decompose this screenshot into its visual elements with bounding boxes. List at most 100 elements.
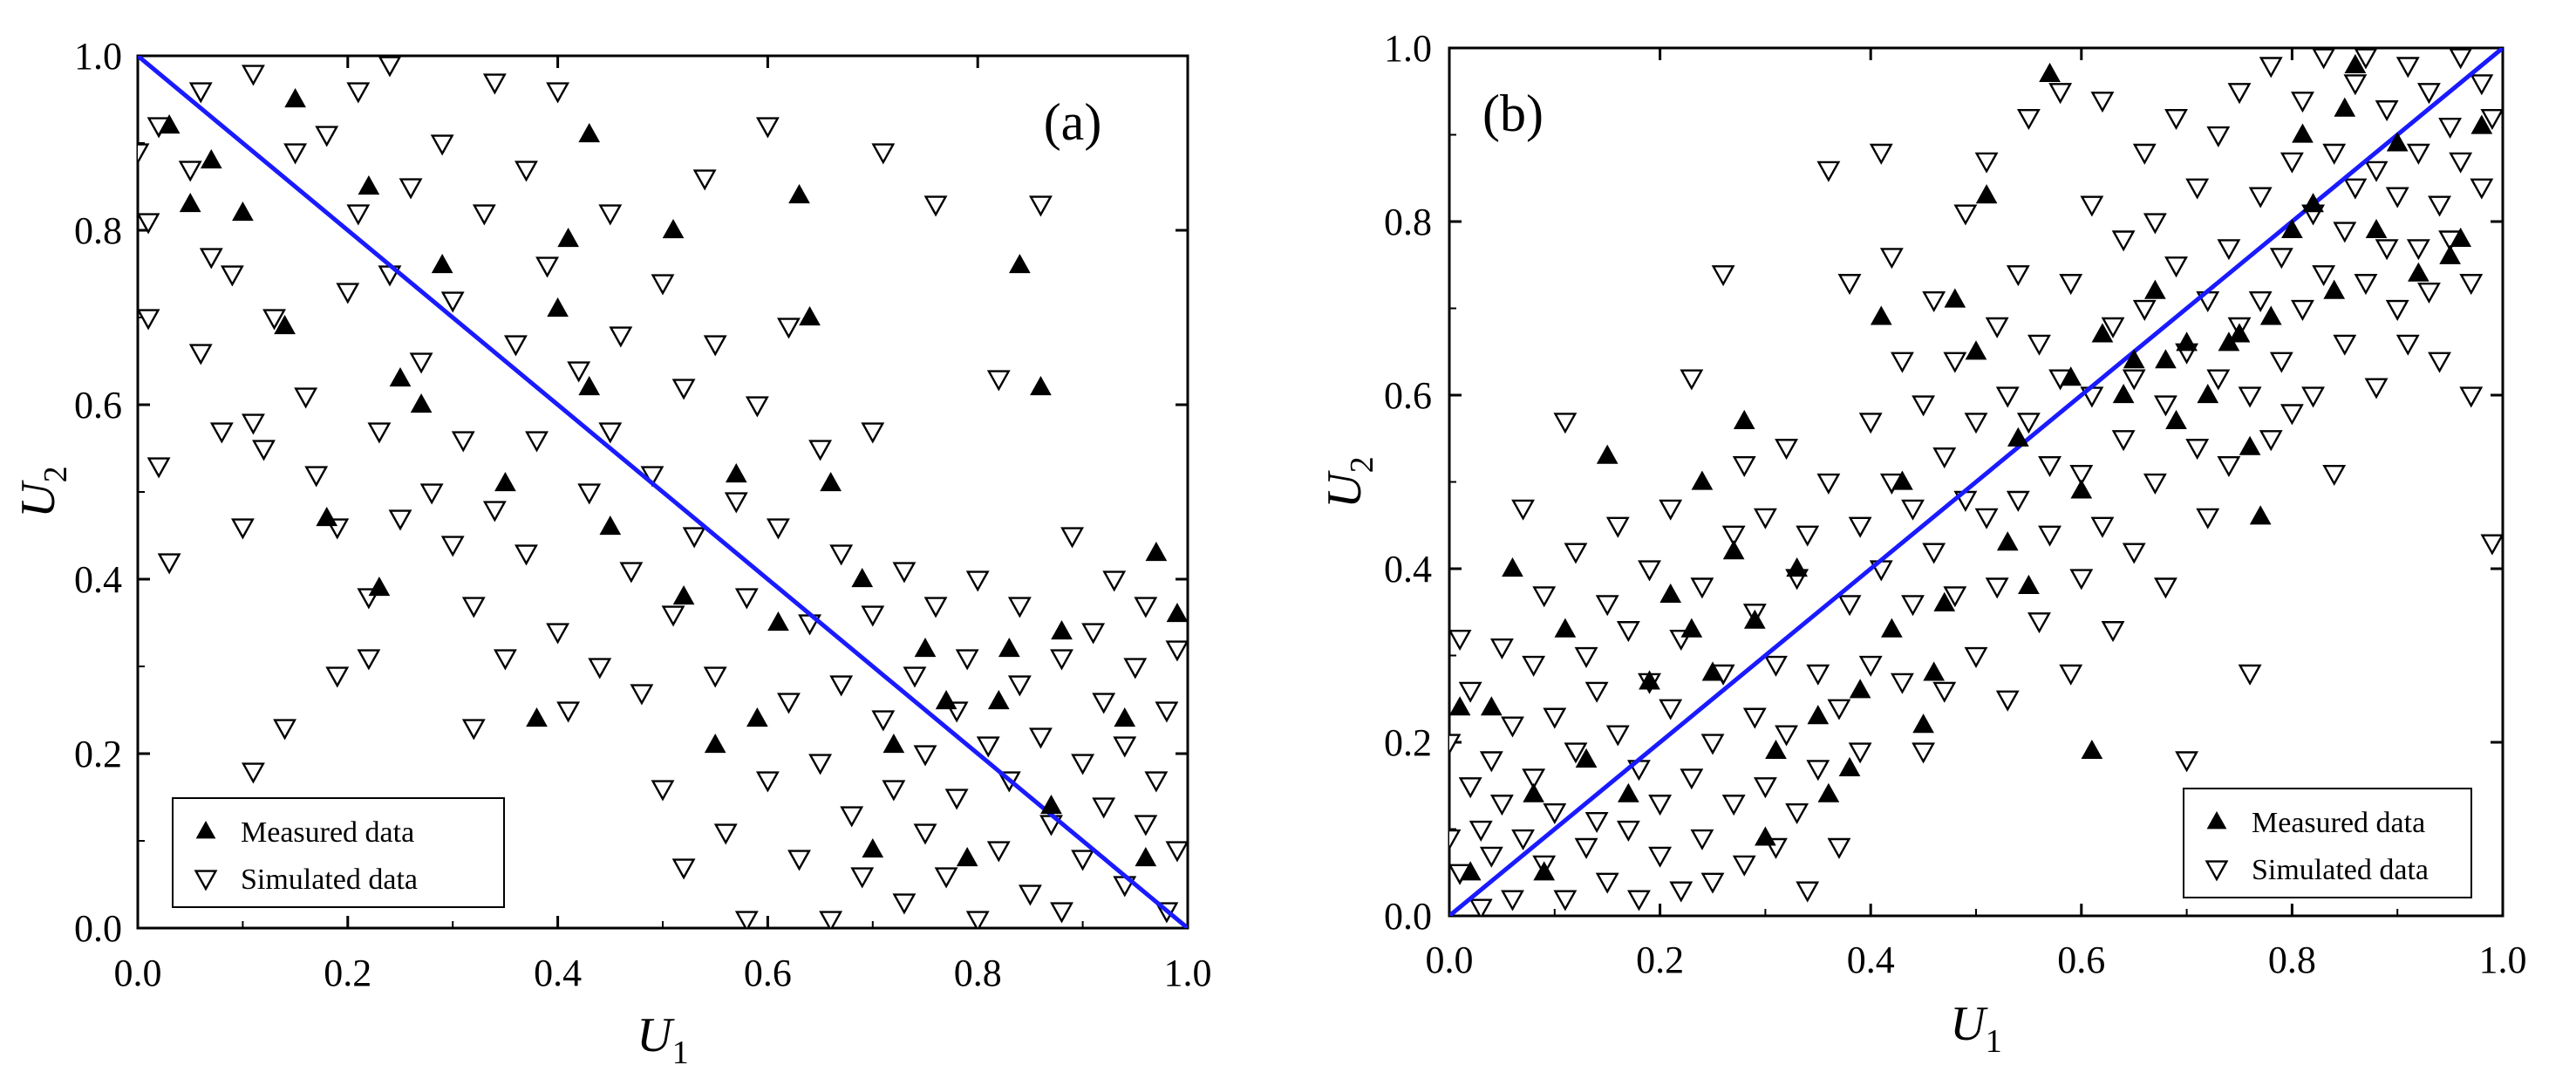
measured-point: [1691, 470, 1714, 490]
measured-point: [2323, 279, 2346, 299]
simulated-point: [640, 466, 664, 488]
simulated-point: [2343, 74, 2368, 96]
simulated-point: [619, 562, 644, 584]
measured-point: [2123, 349, 2145, 369]
simulated-point: [2153, 577, 2177, 599]
simulated-point: [1479, 846, 1503, 868]
simulated-point: [2428, 195, 2451, 217]
measured-point: [1923, 661, 1946, 681]
legend-measured-label: Measured data: [2252, 807, 2425, 839]
simulated-point: [2153, 395, 2177, 417]
simulated-point: [315, 126, 339, 147]
simulated-point: [986, 370, 1011, 392]
simulated-point: [1165, 841, 1188, 863]
simulated-point: [188, 344, 213, 365]
legend-box: [2183, 788, 2472, 898]
simulated-point: [892, 562, 917, 584]
simulated-point: [2385, 187, 2409, 208]
simulated-point: [692, 169, 717, 191]
simulated-point: [2111, 430, 2136, 452]
simulated-point: [178, 160, 202, 182]
simulated-point: [1848, 742, 1872, 764]
simulated-point: [1469, 820, 1493, 842]
simulated-point: [1584, 681, 1609, 703]
measured-point: [788, 184, 810, 204]
simulated-point: [1564, 543, 1588, 564]
simulated-point: [157, 553, 181, 575]
measured-point: [987, 690, 1010, 710]
simulated-point: [241, 413, 265, 435]
simulated-point: [1648, 795, 1673, 816]
simulated-point: [2395, 57, 2420, 79]
measured-point: [410, 393, 433, 413]
simulated-point: [1616, 820, 1640, 842]
simulated-point: [1060, 527, 1085, 549]
simulated-point: [850, 867, 875, 889]
simulated-point: [1050, 649, 1073, 671]
simulated-point: [1071, 850, 1095, 871]
simulated-point: [2291, 299, 2314, 321]
simulated-point: [2059, 664, 2083, 686]
simulated-point: [2333, 222, 2357, 243]
simulated-point: [2143, 473, 2167, 495]
simulated-point: [1700, 734, 1725, 755]
measured-point: [2091, 323, 2114, 343]
simulated-point: [2027, 334, 2051, 356]
simulated-point: [2312, 265, 2336, 287]
simulated-point: [1449, 630, 1472, 652]
measured-point: [2112, 384, 2135, 404]
simulated-point: [220, 265, 244, 287]
measured-point: [2365, 218, 2388, 239]
simulated-point: [1848, 516, 1872, 538]
simulated-point: [367, 422, 392, 444]
measured-point: [2218, 331, 2240, 352]
measured-point: [1817, 782, 1840, 802]
simulated-point: [1837, 274, 1862, 296]
simulated-point: [515, 544, 538, 566]
simulated-point: [2048, 83, 2073, 105]
simulated-point: [2016, 108, 2041, 131]
simulated-point: [871, 143, 896, 165]
simulated-point: [2259, 430, 2283, 452]
simulated-point: [2217, 456, 2241, 478]
simulated-point: [209, 422, 234, 444]
measured-point: [578, 123, 601, 143]
simulated-point: [861, 605, 885, 627]
measured-point: [914, 638, 937, 658]
simulated-point: [2385, 299, 2409, 321]
simulated-point: [913, 823, 937, 845]
measured-point: [526, 707, 548, 727]
simulated-point: [2480, 108, 2503, 131]
simulated-point: [1796, 525, 1820, 547]
measured-point: [767, 611, 789, 632]
measured-point: [799, 306, 821, 326]
measured-point: [1765, 739, 1787, 760]
simulated-point: [1449, 734, 1462, 755]
simulated-point: [430, 134, 454, 156]
x-tick-label: 0.8: [954, 952, 1002, 994]
measured-point: [2144, 279, 2166, 299]
simulated-point: [1081, 623, 1106, 645]
measured-point: [2292, 123, 2314, 143]
simulated-point: [2322, 464, 2347, 487]
simulated-point: [1974, 508, 1999, 529]
simulated-point: [2090, 92, 2115, 113]
simulated-point: [1511, 829, 1536, 850]
simulated-point: [273, 719, 297, 741]
simulated-point: [2175, 751, 2199, 773]
simulated-point: [1638, 560, 1661, 582]
simulated-point: [651, 780, 675, 802]
simulated-point: [787, 850, 811, 871]
measured-point: [1701, 661, 1724, 681]
measured-point: [1838, 756, 1861, 776]
simulated-point: [1595, 872, 1619, 894]
simulated-point: [378, 56, 402, 78]
measured-point: [1659, 583, 1682, 603]
simulated-point: [1532, 586, 1557, 608]
simulated-point: [724, 492, 748, 514]
y-axis-subscript: 2: [1344, 456, 1380, 473]
legend-box: [172, 797, 505, 908]
simulated-point: [1816, 473, 1841, 495]
simulated-point: [2301, 386, 2326, 408]
simulated-point: [1522, 768, 1546, 790]
